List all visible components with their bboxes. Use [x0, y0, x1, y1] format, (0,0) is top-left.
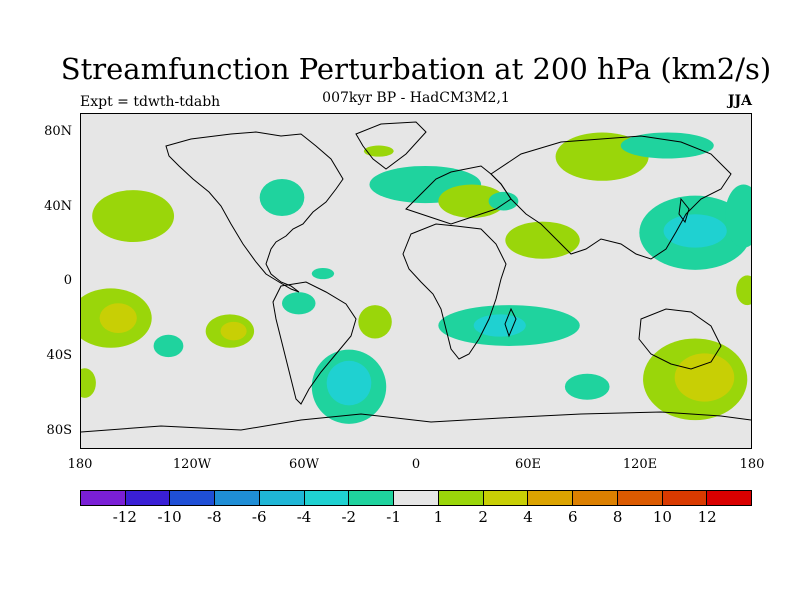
coastline-asia	[490, 135, 732, 260]
plot-subtitle: 007kyr BP - HadCM3M2,1	[322, 90, 510, 106]
legend-swatch	[259, 491, 305, 505]
coastline-south-america	[272, 281, 357, 405]
legend-swatch	[394, 491, 439, 505]
legend-swatch	[170, 491, 216, 505]
lat-label-80n: 80N	[44, 124, 72, 139]
plot-title: Streamfunction Perturbation at 200 hPa (…	[60, 52, 772, 86]
legend-label: -2	[341, 508, 357, 526]
legend-swatch	[573, 491, 618, 505]
coastline-north-america	[165, 131, 344, 293]
streamfunction-contours	[81, 132, 751, 424]
legend-label: -10	[157, 508, 182, 526]
legend-label: 12	[697, 508, 717, 526]
map-svg	[81, 121, 751, 433]
lat-label-40s: 40S	[46, 348, 72, 363]
lat-label-80s: 80S	[46, 423, 72, 438]
contour-east-pacific-core	[220, 321, 247, 341]
legend-swatch	[707, 491, 752, 505]
legend-label: -4	[296, 508, 312, 526]
contour-arctic-negative	[620, 132, 714, 159]
lon-label-60w: 60W	[289, 457, 319, 472]
contour-far-east-positive	[736, 275, 751, 306]
legend-label: -12	[112, 508, 137, 526]
contour-atlantic-small-negative	[311, 268, 335, 280]
legend-label: -6	[251, 508, 267, 526]
legend-swatch	[304, 491, 350, 505]
contour-west-pacific-core	[663, 214, 727, 248]
lon-label-0: 0	[411, 457, 421, 472]
contour-south-indian-negative	[564, 373, 610, 400]
lat-label-40n: 40N	[44, 199, 72, 214]
legend-label: 4	[523, 508, 533, 526]
legend-swatch	[528, 491, 574, 505]
lon-label-180e: 180	[739, 457, 765, 472]
legend-label: 2	[478, 508, 488, 526]
lon-label-180w: 180	[67, 457, 93, 472]
contour-indian-ocean-core	[473, 314, 526, 337]
legend-swatch	[349, 491, 395, 505]
contour-south-asia-positive	[505, 221, 580, 259]
legend-label: -8	[207, 508, 222, 526]
contour-south-pacific-negative	[153, 334, 184, 358]
coastline-madagascar	[504, 307, 517, 338]
contour-ural-negative	[488, 191, 519, 211]
coastline-africa	[402, 223, 507, 360]
legend-label: -1	[386, 508, 401, 526]
legend-swatch	[483, 491, 529, 505]
contour-east-atlantic-positive	[81, 368, 96, 398]
contour-greenland-positive	[363, 145, 394, 157]
contour-north-pacific-positive	[92, 190, 175, 243]
legend-label: 6	[568, 508, 578, 526]
lon-label-120w: 120W	[172, 457, 212, 472]
color-legend	[80, 490, 752, 506]
contour-south-atlantic-positive	[358, 305, 392, 339]
map-panel	[80, 113, 752, 449]
legend-swatch	[438, 491, 484, 505]
legend-swatch	[662, 491, 708, 505]
coastline-antarctica	[81, 411, 751, 433]
contour-mediterranean-positive	[438, 184, 506, 218]
contour-north-atlantic-negative	[259, 178, 305, 217]
contour-brazil-negative	[282, 292, 316, 315]
contour-central-pacific-core	[99, 303, 137, 333]
season-label: JJA	[727, 93, 752, 109]
legend-label: 10	[652, 508, 672, 526]
coastline-japan	[678, 197, 690, 224]
contour-far-east-negative	[724, 184, 751, 248]
coastlines	[81, 121, 751, 433]
legend-swatch	[81, 491, 126, 505]
coastline-australia	[638, 308, 722, 370]
lat-label-eq: 0	[63, 273, 72, 288]
contour-southern-ocean-core	[326, 360, 372, 406]
coastline-greenland	[355, 121, 427, 170]
legend-swatch	[215, 491, 260, 505]
contour-australia-south-core	[674, 353, 735, 402]
lon-label-60e: 60E	[514, 457, 542, 472]
legend-label: 8	[612, 508, 623, 526]
legend-label: 1	[433, 508, 444, 526]
lon-label-120e: 120E	[622, 457, 658, 472]
legend-swatch	[617, 491, 663, 505]
legend-swatch	[125, 491, 171, 505]
experiment-label: Expt = tdwth-tdabh	[80, 94, 221, 110]
